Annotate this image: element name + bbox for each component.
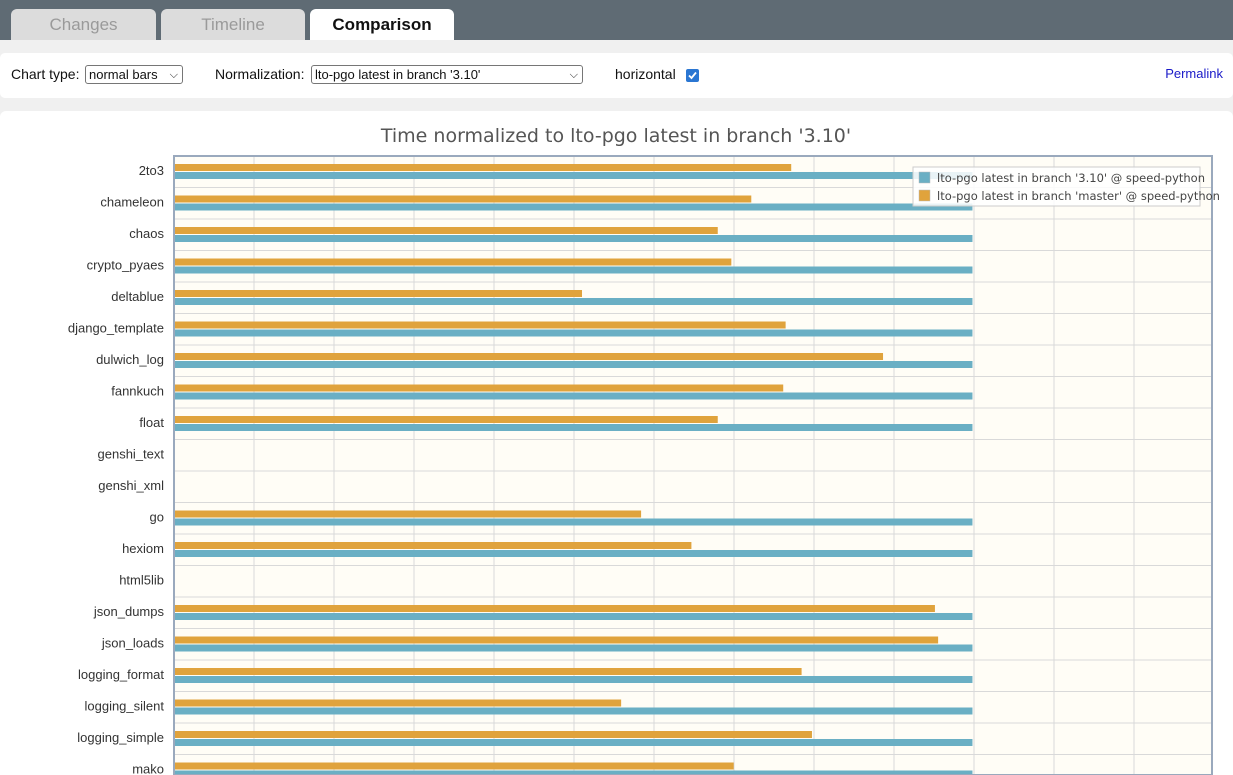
category-label: genshi_text xyxy=(98,447,165,462)
category-label: chameleon xyxy=(100,195,164,210)
bar-master xyxy=(174,416,718,423)
legend-box xyxy=(912,166,1201,207)
bar-master xyxy=(174,668,802,675)
bar-master xyxy=(174,321,786,329)
legend-swatch xyxy=(918,171,931,184)
legend-entry: lto-pgo latest in branch 'master' @ spee… xyxy=(937,189,1220,203)
category-label: 2to3 xyxy=(139,163,164,178)
chart-title: Time normalized to lto-pgo latest in bra… xyxy=(380,125,851,147)
bar-3-10 xyxy=(174,676,973,683)
category-label: logging_format xyxy=(78,667,164,682)
chevron-down-icon: ⌵ xyxy=(569,69,578,81)
category-label: logging_simple xyxy=(77,730,164,745)
comparison-bar-chart: Time normalized to lto-pgo latest in bra… xyxy=(68,125,1220,775)
bar-3-10 xyxy=(174,613,973,620)
chart-type-label: Chart type: xyxy=(11,66,80,82)
category-label: go xyxy=(150,510,164,525)
bar-master xyxy=(174,605,935,612)
bar-3-10 xyxy=(174,172,973,179)
chevron-down-icon: ⌵ xyxy=(169,69,178,81)
bar-master xyxy=(174,353,884,360)
category-label: fannkuch xyxy=(111,384,164,399)
category-label: crypto_pyaes xyxy=(87,258,165,273)
bar-3-10 xyxy=(174,424,973,431)
tab-bar: Changes Timeline Comparison xyxy=(0,0,1233,40)
category-label: deltablue xyxy=(111,289,164,304)
tab-changes[interactable]: Changes xyxy=(11,9,156,40)
tab-comparison[interactable]: Comparison xyxy=(310,9,454,40)
bar-master xyxy=(174,699,622,707)
category-label: django_template xyxy=(68,321,164,336)
bar-3-10 xyxy=(174,235,973,242)
bar-master xyxy=(174,542,692,549)
bar-3-10 xyxy=(174,644,973,652)
bar-master xyxy=(174,227,718,234)
bar-3-10 xyxy=(174,203,973,211)
bar-master xyxy=(174,762,734,770)
bar-master xyxy=(174,290,583,297)
category-label: logging_silent xyxy=(84,699,164,714)
category-label: html5lib xyxy=(119,573,164,588)
plot-frame xyxy=(173,155,1213,775)
bar-master xyxy=(174,384,784,392)
legend-swatch xyxy=(918,189,931,202)
bar-3-10 xyxy=(174,550,973,557)
chart-type-select[interactable]: normal bars ⌵ xyxy=(85,65,183,84)
bar-3-10 xyxy=(174,707,973,715)
chart-panel: Time normalized to lto-pgo latest in bra… xyxy=(0,111,1233,775)
bar-3-10 xyxy=(174,392,973,400)
bar-3-10 xyxy=(174,770,973,775)
bar-3-10 xyxy=(174,361,973,368)
category-label: hexiom xyxy=(122,541,164,556)
category-label: json_dumps xyxy=(93,604,165,619)
checkmark-icon xyxy=(688,71,697,80)
category-label: dulwich_log xyxy=(96,352,164,367)
category-label: genshi_xml xyxy=(98,478,164,493)
bar-3-10 xyxy=(174,739,973,746)
horizontal-label: horizontal xyxy=(615,66,676,82)
tab-timeline[interactable]: Timeline xyxy=(161,9,305,40)
normalization-label: Normalization: xyxy=(215,66,305,82)
category-label: chaos xyxy=(129,226,164,241)
horizontal-checkbox[interactable] xyxy=(686,69,699,82)
bar-master xyxy=(174,195,752,203)
chart-type-value: normal bars xyxy=(89,67,158,82)
bar-3-10 xyxy=(174,266,973,274)
normalization-value: lto-pgo latest in branch '3.10' xyxy=(315,67,481,82)
category-label: json_loads xyxy=(101,636,165,651)
permalink-link[interactable]: Permalink xyxy=(1165,66,1223,81)
bar-master xyxy=(174,636,939,644)
bar-3-10 xyxy=(174,298,973,305)
legend-entry: lto-pgo latest in branch '3.10' @ speed-… xyxy=(937,171,1205,185)
category-label: mako xyxy=(132,762,164,775)
bar-master xyxy=(174,258,732,266)
bar-master xyxy=(174,164,792,171)
bar-master xyxy=(174,731,812,738)
bar-master xyxy=(174,510,642,518)
category-label: float xyxy=(139,415,164,430)
bar-3-10 xyxy=(174,518,973,526)
chart-options-toolbar: Chart type: normal bars ⌵ Normalization:… xyxy=(0,53,1233,98)
bar-3-10 xyxy=(174,329,973,337)
normalization-select[interactable]: lto-pgo latest in branch '3.10' ⌵ xyxy=(311,65,583,84)
